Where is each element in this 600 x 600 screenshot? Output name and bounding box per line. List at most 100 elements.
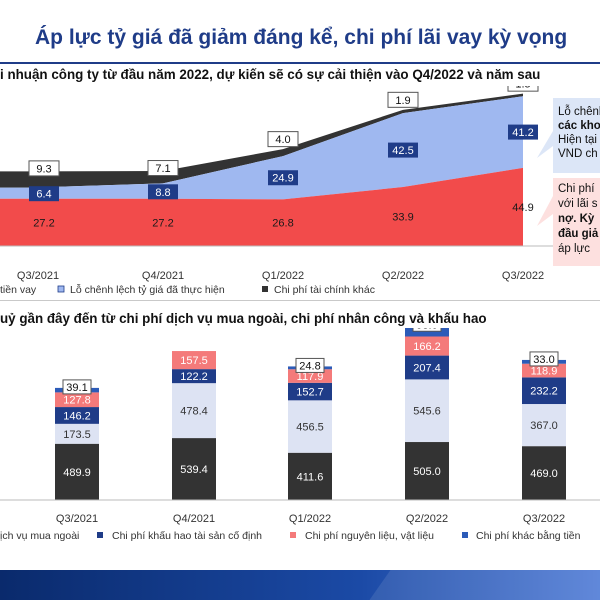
bar-segment-2-1 (172, 369, 216, 384)
data-label-labor-1: 478.4 (180, 406, 208, 418)
data-label-depreciation-0: 146.2 (63, 410, 91, 422)
callout-interest-box (553, 178, 600, 266)
bar-group-4: 469.0 367.0 232.2 118.933.0 (522, 351, 566, 500)
chart2-panel: 489.9 173.5 146.2 127.8 39.1 Q3/2021 539.4 478.… (0, 328, 600, 568)
legend-label-depreciation: Chi phí khấu hao tài sản cố định (112, 530, 262, 542)
area-series-fx-loss (0, 96, 523, 200)
data-label-outsourced-3: 505.0 (413, 466, 441, 478)
data-label-other-box-3 (412, 328, 442, 332)
bar-segment-3-1 (172, 351, 216, 370)
bar-segment-1-1 (172, 383, 216, 439)
bar-segment-2-3 (405, 355, 449, 380)
data-label-outsourced-2: 411.6 (297, 471, 324, 483)
bar-segment-0-1 (172, 438, 216, 500)
data-label-fx-1: 8.8 (148, 184, 178, 200)
chart2-plot: 489.9 173.5 146.2 127.839.1 Q3/2021 539.4 478.… (0, 328, 600, 542)
bar-segment-0-4 (522, 446, 566, 500)
title-underline (0, 62, 600, 64)
area-series-interest (0, 167, 523, 246)
data-label-interest-0-text: 27.2 (33, 217, 54, 229)
data-label-labor-0: 173.5 (63, 429, 91, 441)
data-label-other-3: 1.9 (387, 91, 419, 108)
data-label-fx-3-text: 42.5 (392, 145, 413, 157)
data-label-other-1: 7.1 (147, 160, 179, 177)
data-label-other-4: 1.5 (507, 86, 539, 92)
callout-fx-line-3: VND ch (558, 148, 598, 160)
bar-segment-0-0 (55, 443, 99, 500)
data-label-fx-4-text: 41.2 (512, 127, 533, 139)
data-label-other-2-box (267, 131, 299, 148)
data-label-other-4-text: 1.5 (515, 86, 530, 91)
x-tick-label-4: Q3/2022 (502, 270, 544, 282)
data-label-depreciation-2: 152.7 (296, 387, 324, 399)
x-tick-label-0: Q3/2021 (17, 270, 59, 282)
data-label-fx-2-text: 24.9 (272, 173, 293, 185)
bar-segment-3-3 (405, 336, 449, 356)
data-label-other-0: 39.1 (66, 382, 87, 394)
legend-swatch-materials (290, 532, 296, 538)
legend-swatch-other (262, 286, 268, 292)
bar-segment-3-4 (522, 363, 566, 378)
data-label-interest-4-text: 44.9 (512, 202, 533, 214)
data-label-labor-3: 545.6 (413, 406, 441, 418)
section-divider (0, 300, 600, 301)
data-label-fx-4: 41.2 (508, 124, 538, 140)
data-label-fx-2-box (268, 170, 298, 186)
data-label-depreciation-4: 232.2 (530, 386, 558, 398)
data-label-interest-1-text: 27.2 (152, 217, 173, 229)
callout-fx-pointer (537, 131, 553, 158)
chart1-plot: 27.2 6.4 9.3 27.2 8.8 7.1 26.8 24.9 4.0 33.9 42.5 1… (0, 86, 600, 296)
data-label-outsourced-0: 489.9 (63, 467, 91, 479)
data-label-other-0-text: 9.3 (36, 163, 51, 175)
x-tick-label-4: Q3/2022 (523, 513, 565, 525)
bar-segment-0-3 (405, 442, 449, 500)
callout-interest-line-0: Chi phí (558, 183, 595, 195)
data-label-fx-0-box (29, 186, 59, 202)
callout-fx-line-2: Hiện tại (558, 134, 597, 146)
x-tick-label-2: Q1/2022 (289, 513, 331, 525)
data-label-materials-4: 118.9 (531, 366, 558, 378)
data-label-fx-3-box (388, 142, 418, 158)
data-label-other-box-2 (295, 357, 325, 373)
chart1-title: i nhuận công ty từ đầu năm 2022, dự kiến… (0, 67, 541, 82)
data-label-interest-3-text: 33.9 (392, 212, 413, 224)
data-label-labor-2: 456.5 (296, 422, 324, 434)
legend-label-interest: tiền vay (0, 284, 37, 296)
bar-segment-4-3 (405, 328, 449, 337)
data-label-depreciation-3: 207.4 (413, 362, 441, 374)
data-label-other-3-box (387, 91, 419, 108)
data-label-materials-3: 166.2 (413, 341, 441, 353)
callout-interest-line-2: nợ. Kỳ (558, 213, 595, 225)
data-label-fx-1-box (148, 184, 178, 200)
data-label-other-1-box (147, 160, 179, 177)
x-tick-label-3: Q2/2022 (382, 270, 424, 282)
data-label-outsourced-4: 469.0 (530, 468, 558, 480)
data-label-other-box-0 (62, 379, 92, 395)
data-label-interest-3: 33.9 (392, 212, 413, 224)
bar-segment-1-3 (405, 379, 449, 443)
data-label-other-4: 33.0 (533, 354, 554, 366)
footer-band (0, 570, 600, 600)
data-label-interest-2-text: 26.8 (272, 218, 293, 230)
data-label-other-box-4 (529, 351, 559, 367)
legend-label-other: Chi phí khác bằng tiền (476, 529, 581, 542)
data-label-depreciation-1: 122.2 (180, 371, 208, 383)
bar-segment-2-4 (522, 377, 566, 405)
x-tick-label-0: Q3/2021 (56, 513, 98, 525)
callout-fx-line-0: Lỗ chênh lệch tỷ gi (558, 105, 600, 118)
data-label-other-2-text: 4.0 (275, 134, 290, 146)
legend-label-outsourced: ịch vụ mua ngoài (0, 530, 79, 542)
data-label-interest-0: 27.2 (33, 217, 54, 229)
data-label-interest-1: 27.2 (152, 217, 173, 229)
bar-group-0: 489.9 173.5 146.2 127.839.1 (55, 379, 99, 500)
data-label-outsourced-1: 539.4 (180, 464, 208, 476)
callout-interest-line-3: đầu giả (558, 228, 599, 240)
legend-label-fx: Lỗ chênh lệch tỷ giá đã thực hiện (70, 283, 225, 296)
bar-segment-2-2 (288, 382, 332, 401)
data-label-other-2: 24.8 (299, 360, 320, 372)
area-series-other (0, 93, 523, 188)
callout-interest-line-1: với lãi s (558, 198, 598, 210)
bar-group-1: 539.4 478.4 122.2 157.5 (172, 351, 216, 500)
x-tick-label-1: Q4/2021 (142, 270, 184, 282)
callout-fx-line-1: các khoản (558, 120, 600, 132)
